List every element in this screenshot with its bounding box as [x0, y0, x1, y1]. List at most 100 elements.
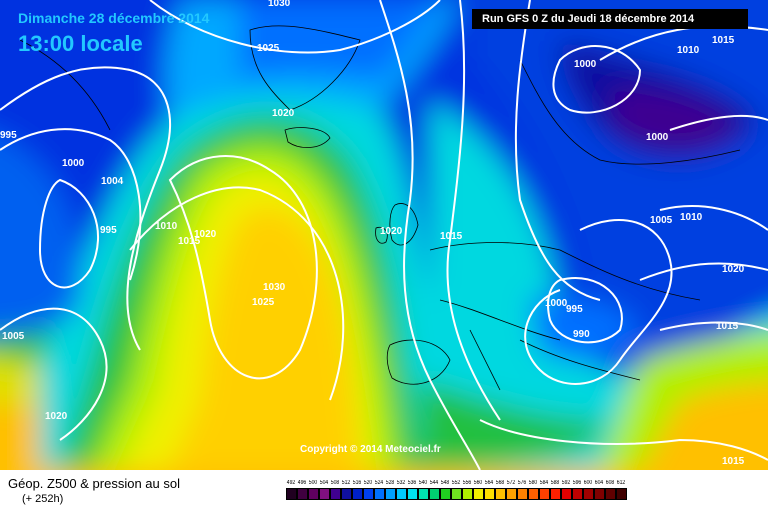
isobar-label: 1005: [650, 215, 673, 226]
legend-value: 532: [397, 480, 406, 486]
legend-value: 504: [320, 480, 329, 486]
legend-value: 540: [419, 480, 428, 486]
legend-swatch: [462, 488, 473, 500]
isobar-label: 1025: [257, 43, 280, 54]
isobar-label: 1015: [722, 456, 745, 467]
legend-cell: 588: [550, 479, 561, 500]
legend-cell: 572: [506, 479, 517, 500]
legend-value: 612: [617, 480, 626, 486]
legend-cell: 544: [429, 479, 440, 500]
isobar-label: 1015: [440, 231, 463, 242]
isobar-label: 1005: [2, 331, 25, 342]
legend-value: 572: [507, 480, 516, 486]
isobar-label: 1015: [716, 321, 739, 332]
isobar-label: 1010: [680, 212, 703, 223]
legend-swatch: [330, 488, 341, 500]
legend-swatch: [528, 488, 539, 500]
forecast-time: 13:00 locale: [18, 31, 143, 56]
legend-swatch: [429, 488, 440, 500]
isobar-label: 1030: [263, 282, 286, 293]
isobar-label: 1004: [101, 176, 124, 187]
legend-cell: 520: [363, 479, 374, 500]
legend-cell: 568: [495, 479, 506, 500]
legend-swatch: [550, 488, 561, 500]
isobar-label: 995: [100, 225, 117, 236]
weather-map: 1030 1025 1020 995 1000 1004 995 1010 1015 1020 10…: [0, 0, 768, 470]
legend-cell: 604: [594, 479, 605, 500]
legend-swatch: [396, 488, 407, 500]
legend-swatch: [605, 488, 616, 500]
legend-swatch: [352, 488, 363, 500]
legend-value: 560: [474, 480, 483, 486]
legend-cell: 508: [330, 479, 341, 500]
legend-value: 500: [309, 480, 318, 486]
legend-value: 516: [353, 480, 362, 486]
legend-swatch: [407, 488, 418, 500]
legend-cell: 500: [308, 479, 319, 500]
legend-value: 556: [463, 480, 472, 486]
isobar-label: 1025: [252, 297, 275, 308]
legend-swatch: [495, 488, 506, 500]
isobar-label: 995: [566, 304, 583, 315]
legend-cell: 516: [352, 479, 363, 500]
legend-swatch: [594, 488, 605, 500]
legend-swatch: [363, 488, 374, 500]
legend-cell: 496: [297, 479, 308, 500]
legend-swatch: [374, 488, 385, 500]
legend-cell: 504: [319, 479, 330, 500]
isobar-label: 1000: [62, 158, 85, 169]
legend-value: 564: [485, 480, 494, 486]
legend-cell: 512: [341, 479, 352, 500]
map-caption: Géop. Z500 & pression au sol: [8, 476, 180, 491]
legend-swatch: [297, 488, 308, 500]
legend-value: 492: [287, 480, 296, 486]
isobar-label: 990: [573, 329, 590, 340]
legend-value: 528: [386, 480, 395, 486]
legend-cell: 548: [440, 479, 451, 500]
legend-cell: 524: [374, 479, 385, 500]
legend-cell: 576: [517, 479, 528, 500]
legend-swatch: [517, 488, 528, 500]
copyright-notice: Copyright © 2014 Meteociel.fr: [300, 444, 441, 455]
isobar-label: 1020: [722, 264, 745, 275]
legend-swatch: [451, 488, 462, 500]
legend-swatch: [561, 488, 572, 500]
legend-cell: 612: [616, 479, 627, 500]
isobar-label: 1010: [677, 45, 700, 56]
legend-cell: 536: [407, 479, 418, 500]
legend-cell: 600: [583, 479, 594, 500]
isobar-label: 1000: [646, 132, 669, 143]
legend-value: 512: [342, 480, 351, 486]
isobar-label: 1015: [712, 35, 735, 46]
legend-value: 600: [584, 480, 593, 486]
legend-cell: 584: [539, 479, 550, 500]
isobar-label: 1020: [272, 108, 295, 119]
legend-cell: 552: [451, 479, 462, 500]
forecast-hour: (+ 252h): [22, 493, 64, 505]
legend-swatch: [616, 488, 627, 500]
legend-swatch: [484, 488, 495, 500]
legend-cell: 560: [473, 479, 484, 500]
legend-value: 496: [298, 480, 307, 486]
legend-swatch: [506, 488, 517, 500]
legend-value: 508: [331, 480, 340, 486]
legend-cell: 596: [572, 479, 583, 500]
model-run-label: Run GFS 0 Z du Jeudi 18 décembre 2014: [472, 9, 748, 29]
legend-swatch: [572, 488, 583, 500]
isobar-label: 1000: [545, 298, 568, 309]
legend-cell: 540: [418, 479, 429, 500]
legend-cell: 564: [484, 479, 495, 500]
color-scale-legend: 492 496 500 504 508 512 516 520 524 528 532 536 540 5…: [286, 479, 627, 500]
legend-value: 524: [375, 480, 384, 486]
legend-value: 536: [408, 480, 417, 486]
legend-swatch: [440, 488, 451, 500]
isobar-label: 1020: [45, 411, 68, 422]
legend-value: 576: [518, 480, 527, 486]
isobar-label: 1020: [380, 226, 403, 237]
forecast-date: Dimanche 28 décembre 2014: [18, 10, 210, 26]
legend-value: 520: [364, 480, 373, 486]
isobar-label: 995: [0, 130, 17, 141]
legend-swatch: [341, 488, 352, 500]
legend-swatch: [308, 488, 319, 500]
